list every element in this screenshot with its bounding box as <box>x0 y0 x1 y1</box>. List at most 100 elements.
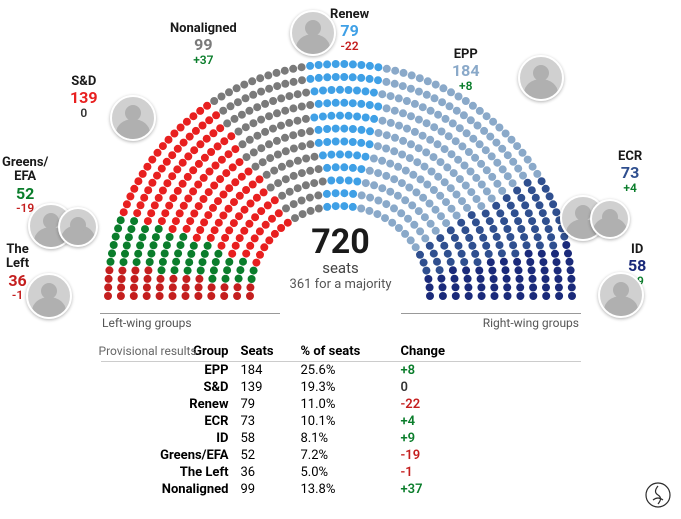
seat-dot <box>398 179 406 187</box>
seat-dot <box>417 175 425 183</box>
seat-dot <box>402 167 410 175</box>
seat-dot <box>474 122 482 130</box>
cell-change: +37 <box>401 482 481 497</box>
seat-dot <box>462 97 470 105</box>
group-name: TheLeft <box>6 243 29 272</box>
seat-dot <box>488 195 496 203</box>
seat-dot <box>439 84 447 92</box>
seat-dot <box>332 125 340 133</box>
seat-dot <box>475 267 483 275</box>
seat-dot <box>528 217 536 225</box>
seat-dot <box>415 144 423 152</box>
seat-dot <box>271 196 279 204</box>
seat-dot <box>562 241 570 249</box>
seat-dot <box>242 123 250 131</box>
cell-group: The Left <box>101 465 241 480</box>
seat-dot <box>419 103 427 111</box>
seat-dot <box>455 242 463 250</box>
seat-dot <box>434 111 442 119</box>
seat-dot <box>528 266 536 274</box>
seat-dot <box>261 100 269 108</box>
seat-dot <box>169 194 177 202</box>
seat-dot <box>291 214 299 222</box>
seat-dot <box>395 224 403 232</box>
seat-dot <box>212 111 220 119</box>
seat-dot <box>147 209 155 217</box>
seat-dot <box>555 292 563 300</box>
seat-dot <box>474 258 482 266</box>
seat-dot <box>422 267 430 275</box>
seat-dot <box>215 219 223 227</box>
seat-dot <box>424 275 432 283</box>
seat-dot <box>498 145 506 153</box>
cell-group: Renew <box>101 397 241 412</box>
seat-dot <box>436 266 444 274</box>
seat-dot <box>449 119 457 127</box>
seat-dot <box>489 225 497 233</box>
seat-dot <box>245 220 253 228</box>
seat-dot <box>306 62 314 70</box>
seat-dot <box>298 197 306 205</box>
seat-dot <box>340 99 348 107</box>
seat-dot <box>412 188 420 196</box>
seat-dot <box>436 192 444 200</box>
seat-dot <box>353 178 361 186</box>
seat-dot <box>499 165 507 173</box>
cell-pct: 5.0% <box>301 465 401 480</box>
seat-dot <box>209 204 217 212</box>
seat-dot <box>482 146 490 154</box>
seat-dot <box>298 169 306 177</box>
seat-dot <box>345 86 353 94</box>
seat-dot <box>532 194 540 202</box>
seat-dot <box>319 151 327 159</box>
seat-dot <box>551 250 559 258</box>
seat-dot <box>486 217 494 225</box>
seat-dot <box>468 242 476 250</box>
seat-dot <box>315 126 323 134</box>
seat-dot <box>460 258 468 266</box>
seat-dot <box>311 87 319 95</box>
seat-dot <box>139 170 147 178</box>
seat-dot <box>516 283 524 291</box>
seat-dot <box>401 230 409 238</box>
seat-dot <box>509 241 517 249</box>
seat-dot <box>210 97 218 105</box>
seat-dot <box>214 197 222 205</box>
seat-dot <box>262 221 270 229</box>
seat-dot <box>130 292 138 300</box>
seat-dot <box>253 103 261 111</box>
seat-dot <box>256 175 264 183</box>
seat-dot <box>185 258 193 266</box>
seat-dot <box>353 151 361 159</box>
seat-dot <box>201 250 209 258</box>
seat-dot <box>265 140 273 148</box>
seat-dot <box>529 292 537 300</box>
seat-dot <box>462 266 470 274</box>
seat-dot <box>542 284 550 292</box>
seat-dot <box>306 75 314 83</box>
seat-dot <box>439 292 447 300</box>
seat-dot <box>127 225 135 233</box>
seat-dot <box>163 179 171 187</box>
seat-dot <box>488 267 496 275</box>
seat-dot <box>236 158 244 166</box>
seat-dot <box>286 160 294 168</box>
seat-dot <box>357 74 365 82</box>
seat-dot <box>315 165 323 173</box>
seat-dot <box>307 207 315 215</box>
seat-dot <box>453 191 461 199</box>
seat-dot <box>298 63 306 71</box>
seat-dot <box>192 127 200 135</box>
seat-dot <box>277 224 285 232</box>
seat-dot <box>239 140 247 148</box>
seat-dot <box>539 258 547 266</box>
seat-dot <box>319 178 327 186</box>
cell-change: -19 <box>401 448 481 463</box>
seat-dot <box>282 147 290 155</box>
seat-dot <box>374 169 382 177</box>
seat-dot <box>269 125 277 133</box>
seat-dot <box>206 168 214 176</box>
seat-dot <box>225 88 233 96</box>
table-row: Greens/EFA527.2%-19 <box>101 447 581 464</box>
seat-dot <box>166 233 174 241</box>
